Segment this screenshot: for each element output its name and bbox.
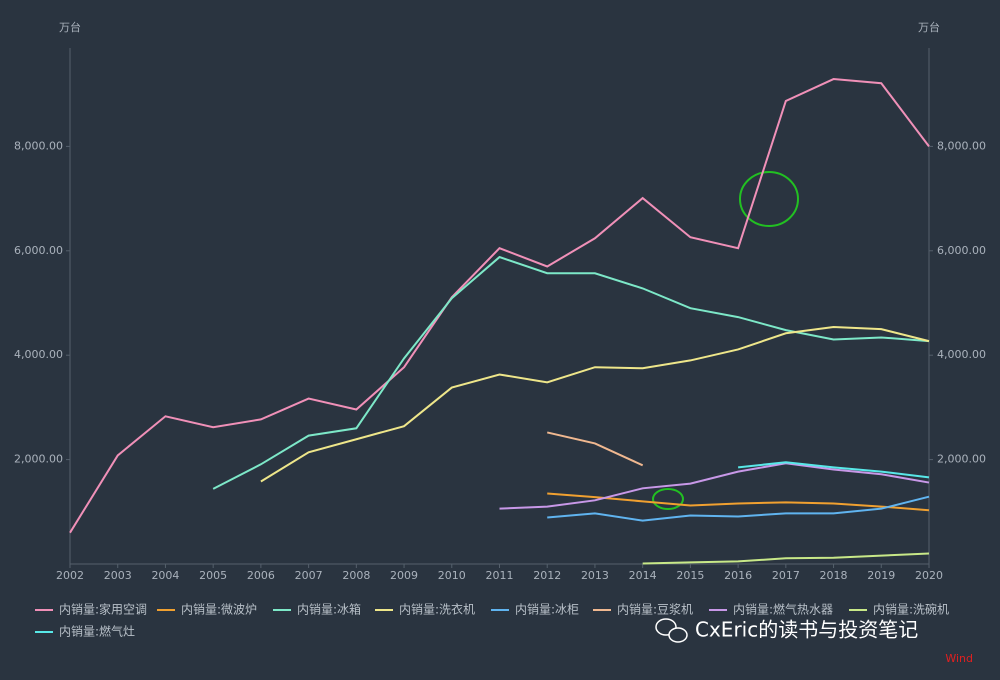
legend-label: 内销量:洗碗机: [873, 602, 949, 617]
series-line: [738, 461, 930, 479]
x-tick-label: 2002: [56, 569, 84, 582]
series-line: [547, 495, 930, 522]
legend-label: 内销量:豆浆机: [617, 602, 693, 617]
x-tick-label: 2004: [151, 569, 179, 582]
series-line: [547, 492, 930, 512]
series-line: [642, 552, 930, 565]
y2-tick-label: 4,000.00: [937, 348, 986, 361]
highlight-circle: [739, 171, 799, 227]
legend-label: 内销量:家用空调: [59, 602, 147, 617]
series-line: [69, 78, 930, 534]
y-tick-label: 6,000.00: [14, 244, 63, 257]
y2-tick-label: 2,000.00: [937, 453, 986, 466]
x-tick-label: 2019: [867, 569, 895, 582]
highlight-circle: [652, 488, 684, 510]
y2-tick-label: 6,000.00: [937, 244, 986, 257]
legend-label: 内销量:洗衣机: [399, 602, 475, 617]
x-tick-label: 2005: [199, 569, 227, 582]
x-tick-label: 2014: [629, 569, 657, 582]
y-tick-label: 8,000.00: [14, 139, 63, 152]
series-line: [260, 326, 930, 483]
x-tick-label: 2003: [104, 569, 132, 582]
series-line: [499, 462, 930, 510]
legend-label: 内销量:燃气灶: [59, 624, 135, 639]
wechat-icon: [655, 618, 688, 643]
y-unit: 万台: [59, 20, 81, 34]
x-tick-label: 2016: [724, 569, 752, 582]
x-tick-label: 2018: [820, 569, 848, 582]
x-tick-label: 2006: [247, 569, 275, 582]
x-tick-label: 2010: [438, 569, 466, 582]
x-tick-label: 2011: [486, 569, 514, 582]
x-tick-label: 2012: [533, 569, 561, 582]
legend-label: 内销量:冰箱: [297, 602, 361, 617]
y-tick-label: 4,000.00: [14, 348, 63, 361]
legend-label: 内销量:燃气热水器: [733, 602, 833, 617]
series-line: [546, 431, 644, 467]
legend-label: 内销量:微波炉: [181, 603, 257, 617]
watermark: CxEric的读书与投资笔记: [695, 618, 918, 642]
legend-label: 内销量:冰柜: [515, 603, 579, 617]
x-tick-label: 2013: [581, 569, 609, 582]
x-tick-label: 2008: [342, 569, 370, 582]
x-tick-label: 2009: [390, 569, 418, 582]
x-tick-label: 2020: [915, 569, 943, 582]
source: Wind: [945, 652, 973, 665]
y2-tick-label: 8,000.00: [937, 139, 986, 152]
series-line: [212, 255, 930, 490]
x-tick-label: 2015: [676, 569, 704, 582]
y2-unit: 万台: [918, 20, 940, 34]
x-tick-label: 2007: [295, 569, 323, 582]
y-tick-label: 2,000.00: [14, 453, 63, 466]
x-tick-label: 2017: [772, 569, 800, 582]
